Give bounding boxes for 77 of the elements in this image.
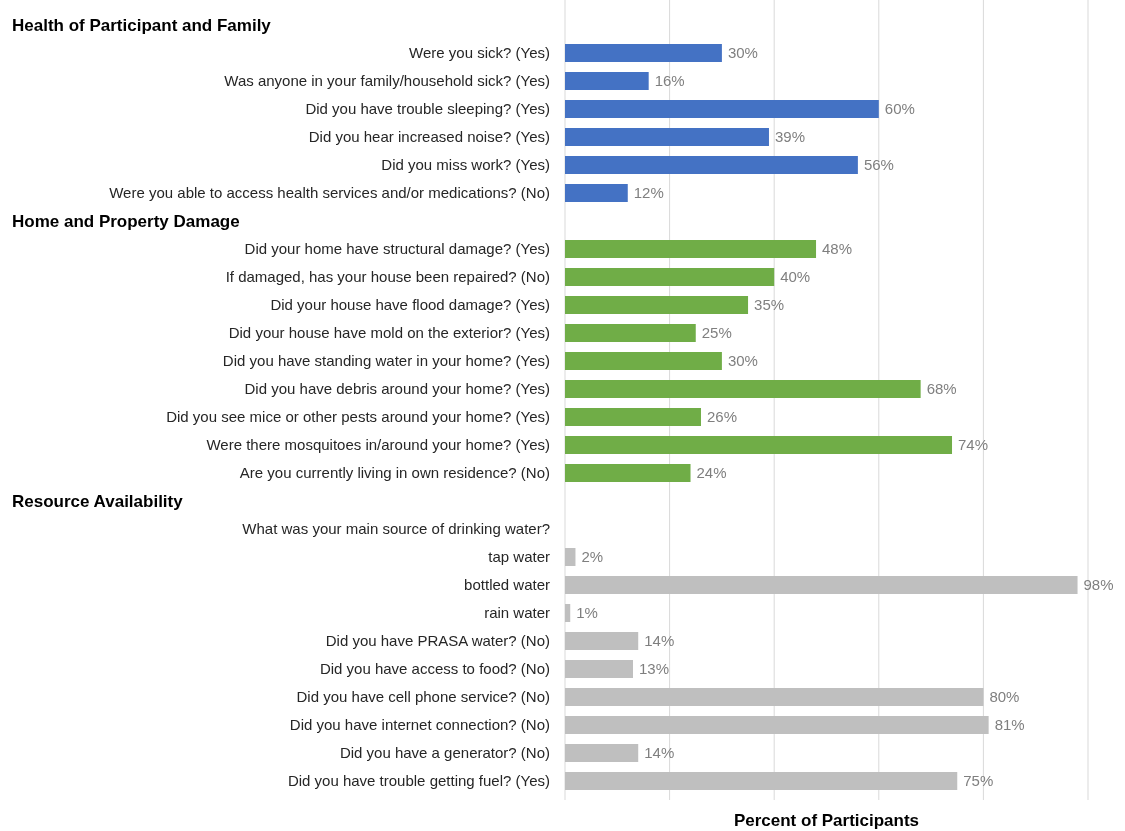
- data-label: 40%: [780, 268, 811, 286]
- bar: [565, 324, 696, 342]
- y-tick-label: Did you have access to food? (No): [319, 660, 550, 678]
- y-tick-label: What was your main source of drinking water?: [242, 520, 550, 538]
- x-axis-title: Percent of Participants: [733, 810, 920, 830]
- y-tick-label: Did you have debris around your home? (Yes): [244, 380, 550, 398]
- data-label: 25%: [701, 324, 732, 342]
- bar: [565, 744, 639, 762]
- data-label: 80%: [989, 688, 1020, 706]
- bar: [565, 772, 958, 790]
- data-label: 14%: [644, 744, 675, 762]
- y-tick-label: Did you miss work? (Yes): [381, 156, 550, 174]
- bar: [565, 240, 817, 258]
- data-label: 14%: [644, 632, 675, 650]
- y-tick-label: Did you have standing water in your home? (Yes): [222, 352, 550, 370]
- data-label: 75%: [963, 772, 994, 790]
- bar: [565, 44, 722, 62]
- data-label: 74%: [958, 436, 989, 454]
- data-label: 30%: [727, 352, 758, 370]
- y-tick-label: Did you have cell phone service? (No): [296, 688, 550, 706]
- bar: [565, 436, 953, 454]
- y-tick-label: Were you able to access health services and/or medications? (No): [109, 184, 550, 202]
- y-tick-label: tap water: [488, 548, 550, 566]
- y-tick-label: Did you have internet connection? (No): [289, 716, 550, 734]
- bar: [565, 100, 879, 118]
- bar: [565, 296, 749, 314]
- bar: [565, 352, 722, 370]
- y-tick-label: Did you have PRASA water? (No): [325, 632, 550, 650]
- y-tick-label: Did your house have flood damage? (Yes): [270, 296, 550, 314]
- data-label: 81%: [994, 716, 1025, 734]
- data-label: 12%: [633, 184, 664, 202]
- bar: [565, 72, 649, 90]
- data-label: 60%: [884, 100, 915, 118]
- data-label: 1%: [576, 604, 598, 622]
- data-label: 26%: [706, 408, 738, 426]
- bar: [565, 716, 989, 734]
- text: Resource Availability: [12, 491, 184, 511]
- text: Home and Property Damage: [12, 211, 240, 231]
- bar: [565, 688, 984, 706]
- y-tick-label: Did your house have mold on the exterior? (Yes): [228, 324, 550, 342]
- bar: [565, 548, 576, 566]
- bar: [565, 632, 639, 650]
- y-tick-label: Did you have trouble getting fuel? (Yes): [287, 772, 550, 790]
- bar: [565, 464, 691, 482]
- data-label: 48%: [822, 240, 853, 258]
- bar: [565, 156, 858, 174]
- bar: [565, 660, 633, 678]
- data-label: 39%: [774, 128, 805, 146]
- bar: [565, 268, 775, 286]
- y-tick-label: Were you sick? (Yes): [409, 44, 550, 62]
- data-label: 56%: [863, 156, 894, 174]
- y-tick-label: bottled water: [464, 576, 550, 594]
- bar: [565, 604, 571, 622]
- y-tick-label: Did you have a generator? (No): [339, 744, 550, 762]
- bar: [565, 408, 701, 426]
- y-tick-label: If damaged, has your house been repaired? (No): [225, 268, 550, 286]
- y-tick-label: Was anyone in your family/household sick? (Yes): [224, 72, 550, 90]
- y-tick-label: Did you see mice or other pests around your home? (Yes): [166, 408, 550, 426]
- y-tick-label: Did your home have structural damage? (Yes): [244, 240, 550, 258]
- y-tick-label: Did you hear increased noise? (Yes): [308, 128, 550, 146]
- data-label: 30%: [727, 44, 758, 62]
- data-label: 2%: [581, 548, 604, 566]
- bar: [565, 576, 1078, 594]
- data-label: 24%: [696, 464, 727, 482]
- data-label: 98%: [1083, 576, 1114, 594]
- bar: [565, 380, 921, 398]
- data-label: 68%: [926, 380, 957, 398]
- y-tick-label: rain water: [484, 604, 550, 622]
- text: Health of Participant and Family: [12, 15, 272, 35]
- bar: [565, 128, 769, 146]
- bar: [565, 184, 628, 202]
- data-label: 35%: [754, 296, 785, 314]
- y-tick-label: Are you currently living in own residence? (No): [239, 464, 550, 482]
- y-tick-label: Did you have trouble sleeping? (Yes): [305, 100, 550, 118]
- y-tick-label: Were there mosquitoes in/around your home? (Yes): [206, 436, 550, 454]
- data-label: 16%: [654, 72, 685, 90]
- data-label: 13%: [638, 660, 670, 678]
